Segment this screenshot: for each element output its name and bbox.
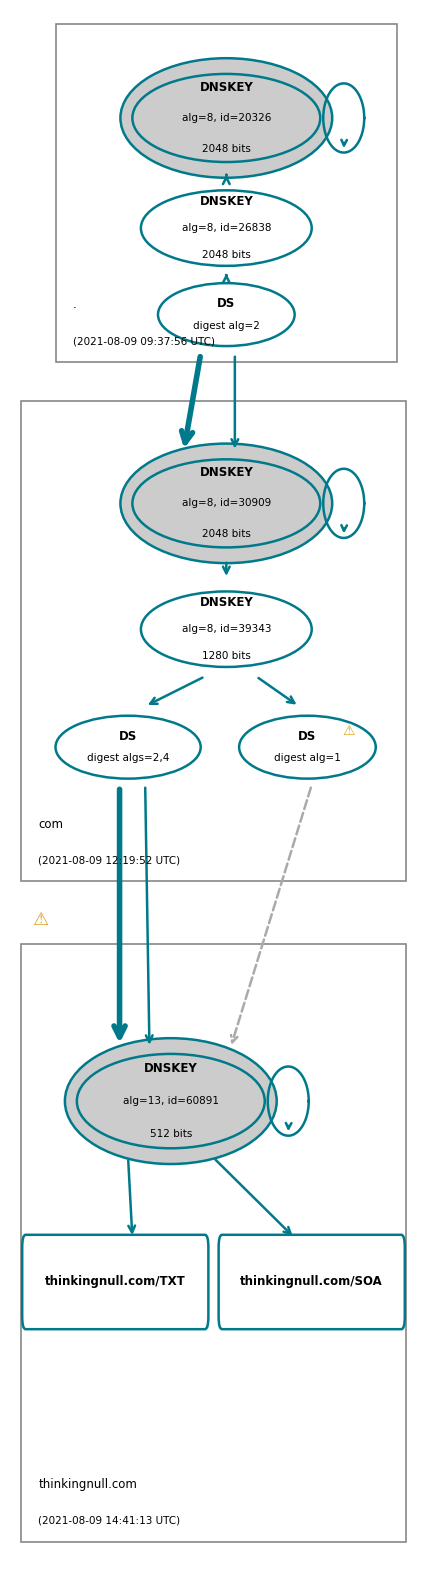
Text: digest algs=2,4: digest algs=2,4 — [87, 753, 169, 763]
FancyBboxPatch shape — [21, 944, 405, 1542]
Text: alg=8, id=26838: alg=8, id=26838 — [181, 223, 271, 233]
Text: DNSKEY: DNSKEY — [144, 1062, 197, 1074]
Text: DNSKEY: DNSKEY — [199, 466, 253, 480]
Ellipse shape — [239, 716, 375, 779]
FancyBboxPatch shape — [22, 1235, 208, 1329]
FancyBboxPatch shape — [21, 401, 405, 881]
Text: thinkingnull.com/SOA: thinkingnull.com/SOA — [240, 1276, 382, 1288]
Text: digest alg=1: digest alg=1 — [273, 753, 340, 763]
Text: alg=8, id=20326: alg=8, id=20326 — [181, 113, 271, 123]
Text: 2048 bits: 2048 bits — [201, 529, 250, 540]
FancyBboxPatch shape — [55, 24, 396, 362]
Text: DNSKEY: DNSKEY — [199, 596, 253, 609]
FancyBboxPatch shape — [218, 1235, 404, 1329]
Ellipse shape — [77, 1054, 264, 1148]
Text: 1280 bits: 1280 bits — [201, 651, 250, 661]
Text: 512 bits: 512 bits — [149, 1129, 192, 1139]
Ellipse shape — [132, 459, 320, 547]
Text: DS: DS — [217, 297, 235, 310]
Text: com: com — [38, 818, 63, 831]
Text: ⚠: ⚠ — [32, 911, 49, 930]
Ellipse shape — [120, 444, 331, 563]
Text: 2048 bits: 2048 bits — [201, 143, 250, 154]
Text: .: . — [72, 299, 76, 311]
Text: (2021-08-09 14:41:13 UTC): (2021-08-09 14:41:13 UTC) — [38, 1516, 180, 1526]
Ellipse shape — [132, 74, 320, 162]
Text: alg=8, id=30909: alg=8, id=30909 — [181, 499, 271, 508]
Ellipse shape — [141, 591, 311, 667]
Text: ⚠: ⚠ — [341, 725, 354, 738]
Text: alg=8, id=39343: alg=8, id=39343 — [181, 624, 271, 634]
Ellipse shape — [65, 1038, 276, 1164]
Ellipse shape — [120, 58, 331, 178]
Text: alg=13, id=60891: alg=13, id=60891 — [123, 1096, 218, 1106]
Text: (2021-08-09 09:37:56 UTC): (2021-08-09 09:37:56 UTC) — [72, 337, 214, 346]
Ellipse shape — [141, 190, 311, 266]
Text: (2021-08-09 12:19:52 UTC): (2021-08-09 12:19:52 UTC) — [38, 856, 180, 865]
Text: thinkingnull.com: thinkingnull.com — [38, 1479, 137, 1491]
Text: thinkingnull.com/TXT: thinkingnull.com/TXT — [45, 1276, 185, 1288]
Text: digest alg=2: digest alg=2 — [193, 321, 259, 330]
Text: 2048 bits: 2048 bits — [201, 250, 250, 260]
Text: DNSKEY: DNSKEY — [199, 195, 253, 208]
Ellipse shape — [55, 716, 200, 779]
Text: DNSKEY: DNSKEY — [199, 80, 253, 94]
Text: DS: DS — [298, 730, 316, 742]
Ellipse shape — [158, 283, 294, 346]
Text: DS: DS — [119, 730, 137, 742]
